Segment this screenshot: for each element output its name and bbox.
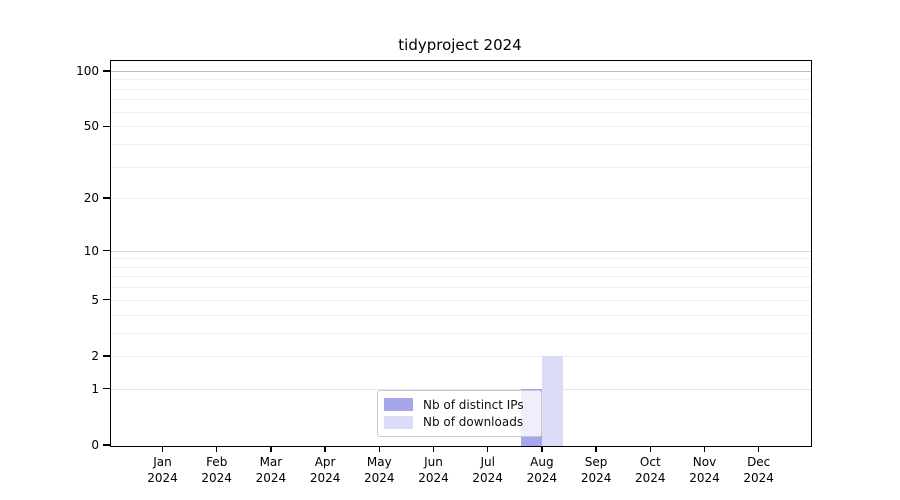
x-axis-tick-label: Jul 2024 [472, 455, 503, 485]
x-axis-tick [161, 446, 164, 452]
y-axis-tick [103, 444, 110, 446]
gridline [111, 258, 811, 260]
y-axis-tick [103, 355, 110, 357]
x-axis-tick [324, 446, 326, 452]
gridline [111, 314, 811, 316]
y-axis-tick [103, 70, 110, 72]
x-axis-tick-label: Apr 2024 [309, 455, 341, 485]
legend-item: Nb of distinct IPs [384, 398, 535, 412]
gridline [111, 299, 811, 301]
x-axis-tick-label: Oct 2024 [635, 455, 666, 485]
gridline [111, 266, 811, 268]
y-axis-tick-label: 0 [91, 438, 99, 452]
gridline [111, 332, 811, 334]
x-axis-tick-label: Mar 2024 [255, 455, 287, 485]
x-axis-tick [487, 446, 489, 452]
legend-swatch [384, 415, 413, 429]
legend-label: Nb of distinct IPs [423, 397, 524, 412]
x-axis-tick-label: Sep 2024 [580, 455, 612, 485]
bar-nb-of-downloads [541, 355, 563, 446]
legend: Nb of distinct IPs Nb of downloads [377, 390, 542, 437]
y-axis-tick-label: 100 [76, 63, 99, 78]
x-axis-tick-label: Jan 2024 [147, 455, 178, 485]
y-axis-tick-label: 20 [83, 191, 99, 206]
y-axis-tick-label: 2 [91, 348, 99, 363]
y-axis-tick [103, 125, 110, 127]
x-axis-tick-label: Jun 2024 [418, 455, 449, 485]
y-axis-tick [103, 249, 110, 252]
x-axis-tick [270, 446, 272, 452]
y-axis-tick-label: 50 [83, 119, 99, 134]
gridline [111, 79, 811, 81]
gridline [111, 70, 811, 72]
y-axis-tick-label: 5 [91, 292, 99, 307]
x-axis-tick [378, 446, 380, 452]
y-axis-tick-label: 10 [83, 243, 99, 258]
x-axis-tick [432, 446, 435, 452]
plot-area: 0 1 2 5 10 20 50 100 Jan 2024 Feb 2024 Mar 2024 Apr… [76, 60, 812, 485]
gridline [111, 355, 811, 357]
x-axis-tick-label: Feb 2024 [201, 455, 232, 485]
x-axis-tick-label: Nov 2024 [689, 455, 720, 485]
legend-label: Nb of downloads [423, 415, 524, 430]
x-axis-tick [216, 446, 218, 452]
x-axis-tick [703, 446, 706, 452]
x-axis-tick [758, 446, 760, 452]
y-axis-tick [103, 197, 110, 199]
y-axis-tick [103, 299, 110, 301]
x-axis-tick [541, 446, 543, 452]
x-axis-tick [595, 446, 597, 452]
gridline [111, 250, 811, 252]
legend-swatch [384, 398, 413, 412]
gridline [111, 388, 811, 390]
x-axis-tick-label: May 2024 [364, 455, 395, 485]
y-axis-tick [103, 388, 110, 390]
gridline [111, 276, 811, 278]
x-axis-tick [649, 446, 651, 452]
x-axis-tick-label: Aug 2024 [526, 455, 558, 485]
x-axis-tick-label: Dec 2024 [743, 455, 774, 485]
gridline [111, 99, 811, 101]
gridline [111, 111, 811, 113]
legend-item: Nb of downloads [384, 415, 535, 429]
gridline [111, 126, 811, 128]
gridline [111, 166, 811, 168]
gridline [111, 198, 811, 200]
y-axis-tick-label: 1 [91, 381, 99, 396]
gridline [111, 88, 811, 90]
chart-title: tidyproject 2024 [398, 36, 522, 54]
gridline [111, 287, 811, 289]
gridline [111, 143, 811, 145]
